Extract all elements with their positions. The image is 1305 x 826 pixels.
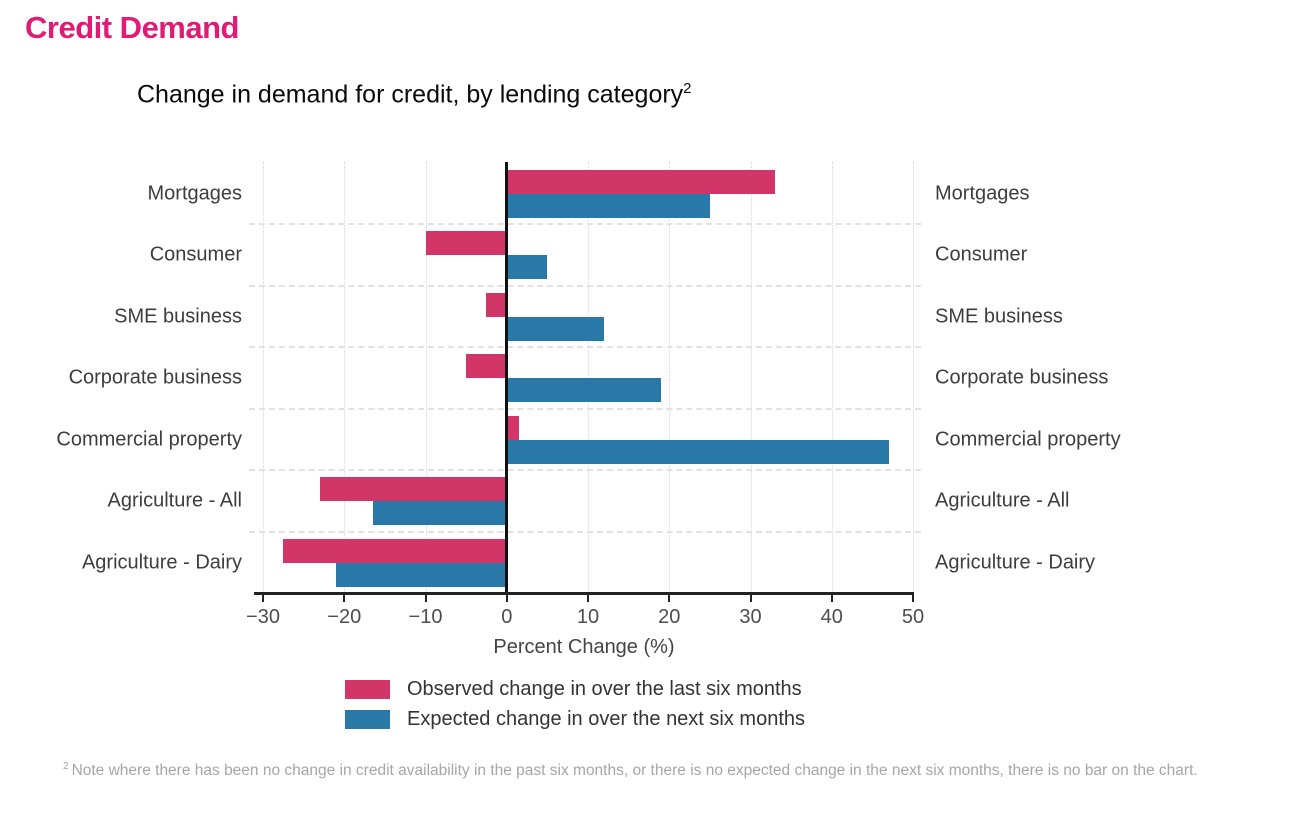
legend-item: Expected change in over the next six mon…: [345, 708, 806, 730]
x-axis-tick-label: 20: [658, 606, 681, 628]
bar-observed: [425, 231, 507, 256]
bar-expected: [372, 501, 507, 526]
legend-label: Observed change in over the last six mon…: [407, 678, 802, 700]
bar-expected: [506, 194, 710, 218]
gridline-vertical: [913, 162, 914, 592]
x-axis-tick-label: 0: [501, 606, 513, 628]
bar-observed: [466, 354, 507, 379]
row-separator: [249, 223, 921, 226]
x-axis-tick: [668, 592, 671, 602]
chart-title-footnote-marker: 2: [683, 80, 692, 97]
x-axis-tick-label: 10: [576, 606, 600, 628]
legend: Observed change in over the last six mon…: [345, 678, 806, 740]
category-label: Corporate business: [68, 366, 242, 389]
category-label: Agriculture - Dairy: [935, 551, 1096, 574]
category-label: Agriculture - All: [107, 489, 243, 512]
gridline-vertical: [344, 162, 346, 592]
gridline-vertical: [588, 162, 589, 592]
x-axis-tick: [912, 592, 914, 602]
row-separator: [249, 407, 921, 410]
footnote-text: Note where there has been no change in c…: [71, 762, 1198, 780]
zero-line: [505, 162, 509, 595]
x-axis-tick: [343, 592, 346, 602]
category-label: SME business: [935, 305, 1063, 328]
legend-swatch: [345, 710, 390, 729]
gridline-vertical: [263, 162, 264, 592]
x-axis-title: Percent Change (%): [493, 636, 675, 658]
category-label: Mortgages: [147, 182, 243, 205]
legend-swatch: [345, 680, 390, 699]
bar-expected: [506, 255, 548, 280]
x-axis-tick: [262, 592, 264, 602]
category-label: Consumer: [149, 243, 242, 266]
bar-expected: [336, 562, 507, 587]
x-axis-tick-label: 30: [739, 606, 762, 628]
x-axis-tick-label: 50: [901, 606, 925, 628]
bar-observed: [319, 477, 507, 502]
category-labels-left: Mortgages Consumer SME business Corporate b…: [0, 162, 242, 592]
x-axis-tick-label: −10: [408, 606, 443, 628]
x-axis-tick-label: −20: [327, 606, 362, 628]
bar-observed: [283, 538, 507, 563]
x-axis-tick: [749, 592, 752, 602]
bar-expected: [506, 378, 662, 403]
row-separator: [249, 469, 921, 472]
footnote-marker: 2: [63, 761, 69, 772]
page-title: Credit Demand: [25, 10, 239, 45]
bar-expected: [506, 439, 889, 464]
gridline-vertical: [669, 162, 671, 592]
row-separator: [249, 530, 921, 533]
gridline-vertical: [831, 162, 833, 592]
category-label: Agriculture - Dairy: [81, 551, 242, 574]
x-axis-tick-label: 40: [820, 606, 843, 628]
bar-observed: [486, 292, 507, 317]
row-separator: [249, 346, 921, 349]
category-label: Commercial property: [56, 428, 242, 451]
legend-label: Expected change in over the next six mon…: [407, 708, 806, 730]
x-axis-tick: [505, 592, 508, 602]
category-label: Commercial property: [935, 428, 1121, 451]
chart-title-text: Change in demand for credit, by lending …: [137, 80, 684, 109]
bar-observed: [506, 170, 775, 194]
bar-observed: [506, 415, 519, 440]
x-axis-tick: [587, 592, 589, 602]
category-label: Agriculture - All: [935, 489, 1070, 512]
x-axis-line: [254, 592, 914, 595]
chart-title: Change in demand for credit, by lending …: [137, 80, 692, 109]
legend-item: Observed change in over the last six mon…: [345, 678, 805, 700]
x-axis-tick-label: −30: [246, 606, 280, 628]
gridline-vertical: [425, 162, 427, 592]
bar-expected: [506, 316, 605, 341]
category-label: Corporate business: [935, 366, 1109, 389]
category-label: Mortgages: [935, 182, 1030, 205]
gridline-vertical: [750, 162, 752, 592]
x-axis-tick: [424, 592, 427, 602]
category-label: Consumer: [935, 243, 1028, 266]
category-label: SME business: [114, 305, 242, 328]
plot-area: Percent Change (%) −30 −20 −10 0 10 20 30 40 50: [246, 162, 924, 658]
x-axis-tick: [830, 592, 833, 602]
footnote: 2 Note where there has been no change in …: [63, 748, 1223, 790]
category-labels-right: Mortgages Consumer SME business Corporate b…: [935, 162, 1295, 592]
row-separator: [249, 284, 921, 287]
